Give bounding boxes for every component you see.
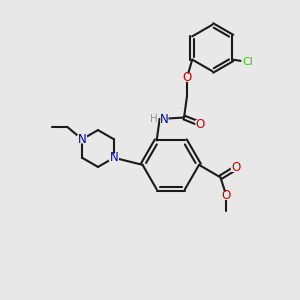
Text: N: N [110,151,118,164]
Text: N: N [160,112,169,125]
FancyBboxPatch shape [151,115,158,123]
Text: O: O [231,161,241,174]
FancyBboxPatch shape [195,120,206,128]
Text: O: O [222,189,231,202]
Text: O: O [196,118,205,130]
Text: N: N [78,133,86,146]
Text: H: H [150,114,158,124]
FancyBboxPatch shape [182,74,192,82]
FancyBboxPatch shape [160,115,169,123]
Text: O: O [182,71,192,84]
FancyBboxPatch shape [221,192,231,200]
FancyBboxPatch shape [231,164,241,172]
FancyBboxPatch shape [109,154,119,162]
Text: Cl: Cl [242,57,253,67]
FancyBboxPatch shape [241,58,254,66]
FancyBboxPatch shape [77,135,87,143]
